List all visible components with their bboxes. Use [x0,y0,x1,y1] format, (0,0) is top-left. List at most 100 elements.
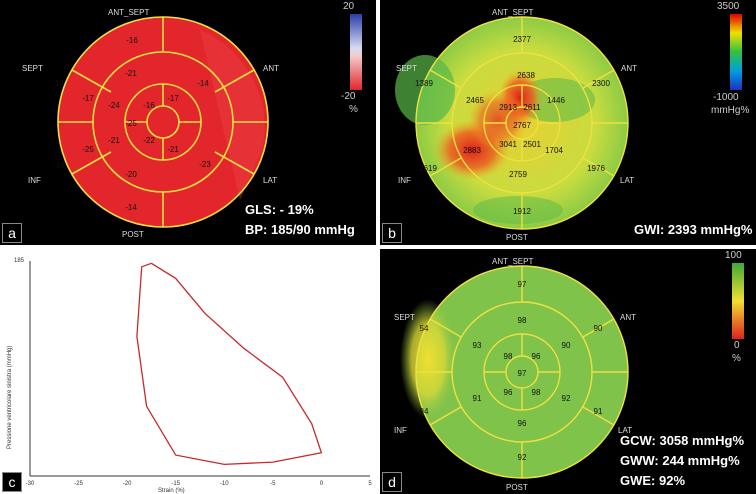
seg-b-m2: 1446 [547,96,565,105]
seg-b-m4: 2759 [509,170,527,179]
bullseye-b: 2377 2300 1976 1912 2619 1389 2638 1446 … [395,14,742,230]
seg-d-m5: 91 [473,394,482,403]
seg-a-m1: -21 [125,69,137,78]
seg-b-a3: 3041 [499,140,517,149]
x-tick-label: -5 [270,481,276,487]
seg-d-b2: 90 [594,324,603,333]
dir-a-left-up: SEPT [22,64,43,73]
dir-b-right-down: LAT [620,176,635,185]
bp-text: BP: 185/90 mmHg [245,222,355,237]
seg-d-b5: 94 [420,407,429,416]
seg-a-m5: -25 [82,145,94,154]
seg-b-m5: 2883 [463,146,481,155]
seg-a-b4: -14 [125,203,137,212]
dir-d-left-up: SEPT [394,313,415,322]
seg-b-m1: 2638 [517,71,535,80]
dir-d-right-up: ANT [620,313,636,322]
seg-d-a1: 96 [532,352,541,361]
scale-b-min: -1000 [713,92,739,103]
seg-a-m6: -17 [82,94,94,103]
seg-d-a2: 98 [532,388,541,397]
seg-b-a1: 2611 [523,103,541,112]
seg-a-a4: -24 [108,101,120,110]
dir-d-top: ANT_SEPT [492,257,534,266]
seg-d-b4: 92 [518,453,527,462]
panel-a-strain-bullseye: -16 -14 -23 -14 -18 -14 -21 -17 -21 -20 … [0,0,376,245]
gww-text: GWW: 244 mmHg% [620,453,740,468]
dir-b-right-up: ANT [621,64,637,73]
x-tick-label: -30 [26,481,35,487]
seg-b-b2: 2300 [592,79,610,88]
panel-b-work-index-bullseye: 2377 2300 1976 1912 2619 1389 2638 1446 … [380,0,756,245]
scale-a-max: 20 [343,1,355,12]
seg-b-a4: 2913 [499,103,517,112]
gwi-text: GWI: 2393 mmHg% [634,222,753,237]
seg-b-b3: 1976 [587,164,605,173]
seg-b-m6: 2465 [466,96,484,105]
seg-b-b6: 1389 [415,79,433,88]
x-tick-label: 5 [368,481,372,487]
gcw-text: GCW: 3058 mmHg% [620,433,745,448]
dir-b-left-down: INF [398,176,411,185]
colorbar-b [730,14,742,90]
dir-a-top: ANT_SEPT [108,8,150,17]
seg-d-apex: 97 [518,369,527,378]
seg-d-m1: 98 [518,316,527,325]
panel-label-d: d [382,472,402,492]
scale-d-max: 100 [725,250,742,261]
seg-a-b3: -23 [199,160,211,169]
seg-d-a3: 96 [504,388,513,397]
seg-d-a4: 98 [504,352,513,361]
dir-b-bottom: POST [506,233,528,242]
seg-a-b6: -14 [52,79,64,88]
loop-chart: 185 Pressione ventricolare sinistra (mmH… [7,258,372,494]
loop-line [136,262,323,466]
seg-a-a3: -21 [108,136,120,145]
seg-a-b5: -18 [53,161,65,170]
dir-a-left-down: INF [28,176,41,185]
seg-a-m2: -17 [167,94,179,103]
colorbar-a [350,14,362,90]
bullseye-d: 97 90 91 92 94 54 98 90 92 96 91 93 96 9… [400,263,744,479]
x-tick-label: -20 [123,481,132,487]
x-tick-label: -10 [220,481,229,487]
seg-d-m2: 90 [562,341,571,350]
x-tick-label: -15 [171,481,180,487]
seg-a-b2: -14 [197,79,209,88]
dir-d-left-down: INF [394,426,407,435]
dir-d-right-down: LAT [618,426,633,435]
seg-b-apex: 2767 [513,121,531,130]
seg-d-b3: 91 [594,407,603,416]
seg-a-m3: -21 [167,145,179,154]
dir-a-right-up: ANT [263,64,279,73]
scale-b-max: 3500 [717,1,740,12]
scale-d-min: 0 [734,340,740,351]
seg-a-b1: -16 [126,36,138,45]
seg-b-b5: 2619 [419,164,437,173]
seg-d-m4: 96 [518,419,527,428]
colorbar-d [732,263,744,339]
scale-a-unit: % [349,104,358,115]
seg-b-a2: 2501 [523,140,541,149]
panel-c-pressure-strain-loop: 185 Pressione ventricolare sinistra (mmH… [0,249,376,494]
seg-d-b1: 97 [518,280,527,289]
dir-b-left-up: SEPT [396,64,417,73]
gwe-text: GWE: 92% [620,473,686,488]
seg-a-a1: -16 [143,101,155,110]
seg-b-b4: 1912 [513,207,531,216]
y-axis-label: Pressione ventricolare sinistra (mmHg) [7,346,13,449]
x-axis-label: Strain (%) [158,488,185,494]
gls-text: GLS: - 19% [245,202,314,217]
seg-d-m6: 93 [473,341,482,350]
x-tick-label: -25 [74,481,83,487]
scale-b-unit: mmHg% [711,105,750,116]
scale-a-min: -20 [341,91,356,102]
seg-a-m4: -20 [125,170,137,179]
seg-a-apex: -25 [125,119,137,128]
seg-b-b1: 2377 [513,35,531,44]
y-top-label: 185 [14,258,25,264]
panel-d-work-efficiency-bullseye: 97 90 91 92 94 54 98 90 92 96 91 93 96 9… [380,249,756,494]
bullseye-a: -16 -14 -23 -14 -18 -14 -21 -17 -21 -20 … [52,14,362,228]
panel-label-b: b [382,223,402,243]
seg-a-a2: -22 [143,136,155,145]
